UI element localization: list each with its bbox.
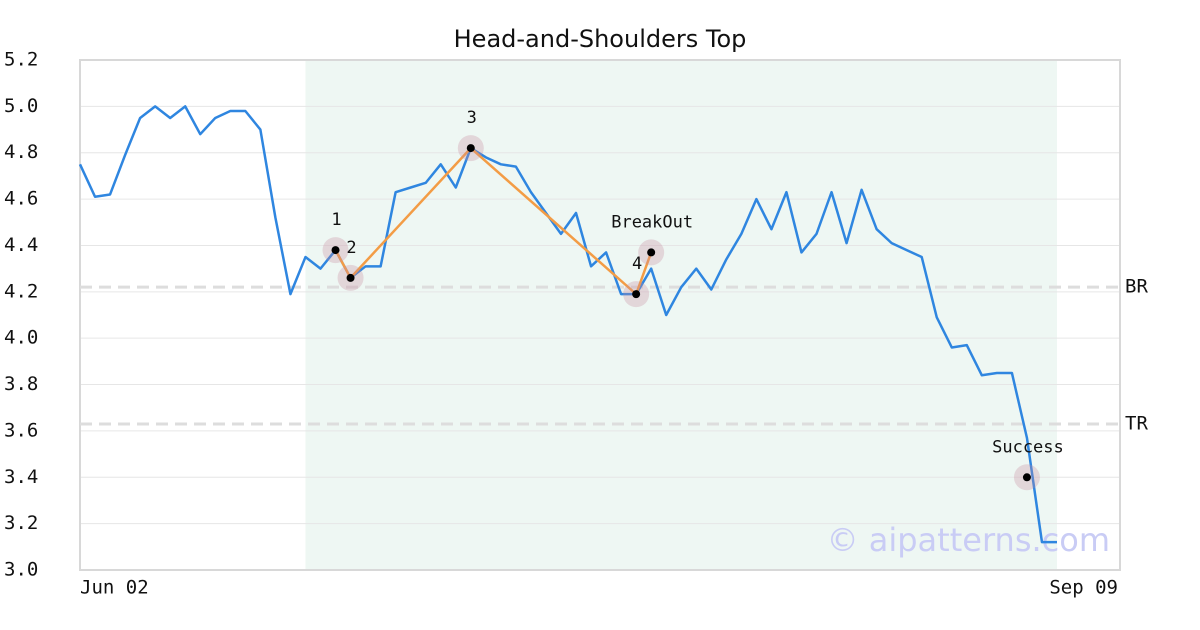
watermark: © aipatterns.com [827,521,1110,559]
y-tick-label: 4.2 [4,280,38,302]
y-tick-label: 4.0 [4,327,38,349]
y-tick-label: 3.2 [4,512,38,534]
pattern-point [466,144,475,153]
pattern-label: 3 [467,108,477,128]
chart-title: Head-and-Shoulders Top [454,25,747,53]
pattern-label: 4 [632,254,642,274]
pattern-point [632,290,641,299]
y-tick-label: 5.2 [4,49,38,71]
x-tick-label: Sep 09 [1049,577,1118,599]
pattern-label: BreakOut [611,212,693,232]
pattern-point [647,248,656,257]
y-tick-label: 3.4 [4,466,38,488]
pattern-point [346,273,355,282]
y-tick-label: 4.6 [4,188,38,210]
plot-frame [79,59,1121,571]
y-tick-label: 4.4 [4,234,38,256]
reference-label: BR [1125,276,1148,298]
pattern-point [1022,473,1031,482]
x-tick-label: Jun 02 [80,577,149,599]
y-tick-label: 4.8 [4,141,38,163]
y-tick-label: 3.0 [4,559,38,581]
pattern-label: 2 [346,238,356,258]
reference-label: TR [1125,412,1148,434]
price-line [78,105,1057,544]
pattern-label: 1 [331,210,341,230]
highlight-region [305,60,1057,570]
y-tick-label: 3.8 [4,373,38,395]
y-tick-label: 5.0 [4,95,38,117]
y-tick-label: 3.6 [4,419,38,441]
pattern-point [331,246,340,255]
pattern-label: Success [992,437,1064,457]
